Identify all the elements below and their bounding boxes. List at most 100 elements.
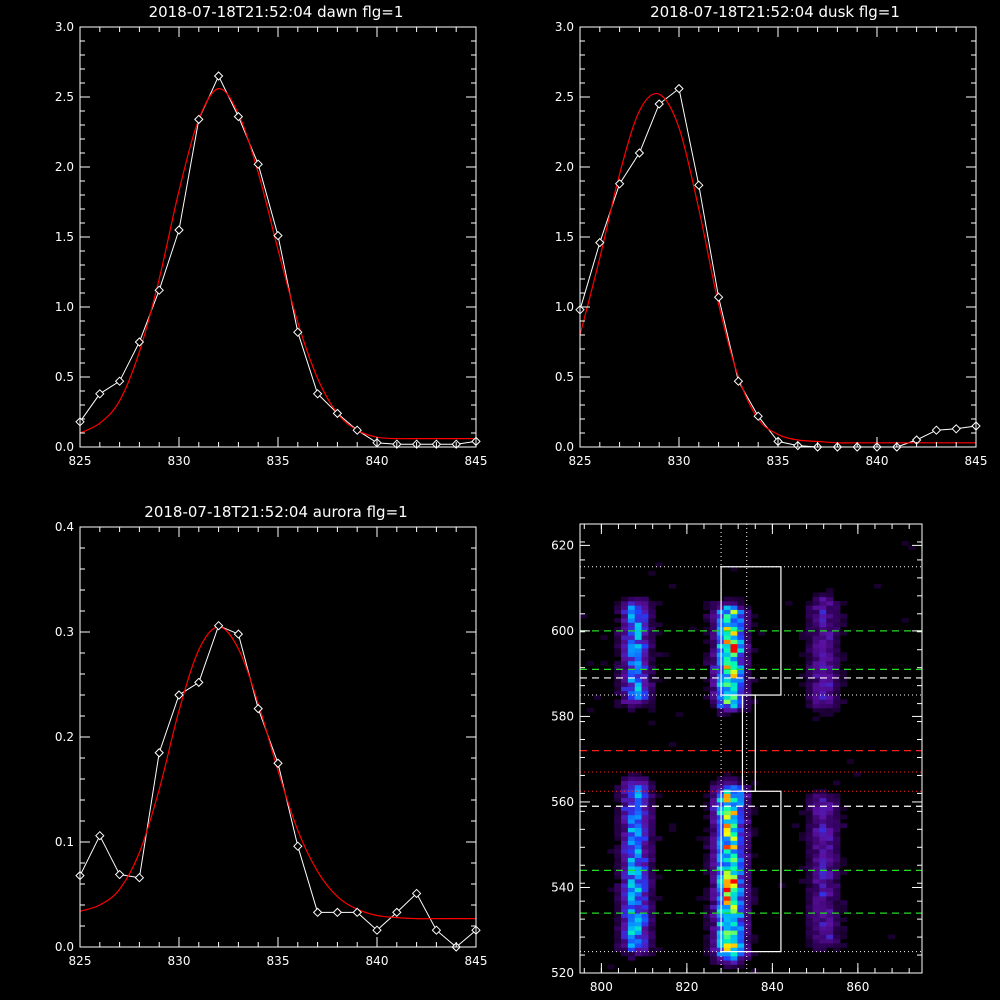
image-pixel	[887, 934, 896, 940]
image-pixel	[614, 618, 622, 623]
image-pixel	[709, 870, 718, 876]
image-pixel	[627, 934, 636, 940]
image-pixel	[744, 857, 752, 863]
image-pixel	[634, 609, 642, 615]
image-pixel	[833, 904, 841, 910]
image-pixel	[833, 844, 841, 850]
image-pixel	[716, 605, 725, 610]
image-pixel	[627, 639, 636, 645]
image-pixel	[703, 613, 711, 619]
image-pixel	[737, 827, 745, 833]
image-pixel	[812, 806, 820, 811]
image-pixel	[839, 934, 848, 940]
aurora-y-tick-label: 0.0	[55, 940, 74, 954]
image-pixel	[730, 605, 738, 610]
image-pixel	[614, 793, 622, 799]
image-pixel	[812, 669, 820, 675]
image-pixel	[634, 853, 642, 858]
image-pixel	[826, 695, 834, 700]
image-pixel	[627, 870, 636, 876]
image-pixel	[839, 930, 848, 935]
image-pixel	[627, 648, 636, 653]
image-pixel	[648, 861, 656, 867]
image-pixel	[730, 874, 738, 880]
image-pixel	[627, 836, 636, 841]
image-pixel	[634, 951, 642, 957]
image-pixel	[730, 810, 738, 816]
image-pixel	[614, 891, 622, 897]
image-pixel	[614, 600, 622, 606]
aurora-axes-frame	[79, 526, 477, 948]
image-pixel	[730, 797, 738, 803]
image-pixel	[634, 908, 642, 914]
image-pixel	[785, 600, 793, 606]
image-pixel	[826, 596, 834, 602]
image-pixel	[723, 703, 731, 709]
image-pixel	[833, 682, 841, 687]
image-pixel	[709, 848, 718, 854]
image-pixel	[812, 908, 820, 914]
image-pixel	[812, 656, 820, 662]
image-pixel	[627, 930, 636, 935]
image-pixel	[641, 660, 649, 666]
image-pixel	[648, 934, 656, 940]
image-pixel	[621, 635, 629, 640]
image-pixel	[833, 801, 841, 807]
image-pixel	[709, 665, 718, 670]
image-pixel	[826, 609, 834, 615]
image-pixel	[621, 853, 629, 858]
image-pixel	[723, 797, 731, 803]
image-pixel	[709, 853, 718, 858]
image-pixel	[634, 870, 642, 876]
image-pixel	[703, 626, 711, 632]
image-pixel	[641, 776, 649, 781]
image-pixel	[730, 836, 738, 841]
image-pixel	[826, 588, 834, 593]
image-pixel	[709, 878, 718, 884]
dusk-profile-panel: 2018-07-18T21:52:04 dusk flg=1 825 830 835…	[555, 3, 988, 468]
image-pixel	[634, 823, 642, 829]
image-pixel	[812, 797, 820, 803]
dawn-x-tick-label: 835	[267, 454, 290, 468]
image-pixel	[648, 896, 656, 901]
image-pixel	[634, 844, 642, 850]
image-pixel	[723, 925, 731, 931]
image-pixel	[737, 613, 745, 619]
image-pixel	[709, 955, 718, 961]
image-pixel	[723, 951, 731, 957]
image-pixel	[730, 776, 738, 781]
image-pixel	[614, 934, 622, 940]
aurora-y-tick-label: 0.4	[55, 520, 74, 534]
image-pixel	[819, 883, 827, 888]
image-pixel	[648, 891, 656, 897]
image-pixel	[716, 823, 725, 829]
image-pixel	[709, 669, 718, 675]
image-pixel	[737, 639, 745, 645]
dusk-y-tick-label: 2.0	[555, 160, 574, 174]
image-pixel	[648, 917, 656, 923]
image-pixel	[833, 686, 841, 692]
aurora-fit-curve	[80, 626, 476, 920]
dusk-y-tick-label: 0.5	[555, 370, 574, 384]
image-pixel	[730, 943, 738, 948]
image-pixel	[826, 819, 834, 824]
image-pixel	[641, 669, 649, 675]
image-pixel	[709, 891, 718, 897]
dawn-y-tick-label: 1.5	[55, 230, 74, 244]
image-pixel	[833, 780, 841, 786]
image-pixel	[607, 964, 615, 970]
image-pixel	[716, 712, 725, 717]
image-pixel	[826, 938, 834, 944]
image-pixel	[716, 827, 725, 833]
image-pixel	[744, 660, 752, 666]
image-pixel	[621, 605, 629, 610]
image-pixel	[627, 908, 636, 914]
image-pixel	[621, 643, 629, 649]
dusk-data-point	[654, 99, 664, 109]
image-pixel	[614, 883, 622, 888]
image-pixel	[805, 682, 813, 687]
image-pixel	[648, 823, 656, 829]
image-pixel	[723, 947, 731, 953]
dusk-y-tick-label: 3.0	[555, 20, 574, 34]
image-pixel	[730, 801, 738, 807]
